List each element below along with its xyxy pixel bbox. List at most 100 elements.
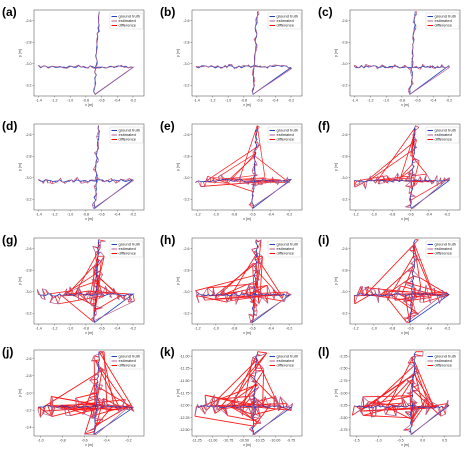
legend-entry: estimated — [435, 246, 452, 251]
x-tick-label: -0.8 — [389, 213, 395, 217]
y-tick-label: -2.6 — [183, 19, 189, 23]
difference-line — [226, 253, 258, 303]
ground-truth-series — [354, 239, 450, 324]
x-axis-label: x [m] — [85, 103, 93, 107]
y-tick-label: -3.75 — [339, 428, 347, 432]
difference-line — [214, 384, 256, 414]
legend-entry: difference — [119, 23, 137, 28]
difference-line — [102, 352, 115, 406]
difference-line — [240, 370, 264, 407]
x-tick-label: -0.5 — [397, 439, 403, 443]
x-tick-label: -10.75 — [223, 439, 233, 443]
x-tick-label: -0.4 — [272, 99, 278, 103]
difference-line — [414, 370, 424, 406]
difference-line — [229, 363, 260, 407]
panel-label: (b) — [160, 5, 175, 19]
y-tick-label: -3.0 — [25, 391, 31, 395]
x-tick-label: -1.0 — [375, 439, 381, 443]
y-axis-label: y [m] — [176, 49, 180, 57]
ground-truth-series — [196, 239, 292, 324]
x-axis-label: x [m] — [401, 103, 409, 107]
panel-label: (a) — [2, 5, 17, 19]
difference-line — [285, 403, 288, 407]
y-tick-label: -3.4 — [25, 426, 31, 430]
estimated-series — [195, 11, 293, 95]
y-axis-label: y [m] — [176, 389, 180, 397]
y-tick-label: -3.2 — [341, 198, 347, 202]
y-tick-label: -11.25 — [180, 367, 190, 371]
panel-l: (l) -1.5 -1.0 -0.5 0.0 0.5 -2.25 -2.50 -2.75 -3.0… — [318, 345, 461, 447]
x-tick-label: -0.8 — [241, 99, 247, 103]
panel-label: (h) — [160, 233, 175, 247]
y-tick-label: -2.6 — [341, 19, 347, 23]
y-tick-label: -2.25 — [339, 354, 347, 358]
x-tick-label: -9.75 — [287, 439, 295, 443]
y-tick-label: -11.50 — [180, 379, 190, 383]
difference-line — [61, 295, 94, 322]
difference-line — [401, 378, 414, 398]
difference-line — [253, 177, 281, 181]
estimated-series — [195, 126, 290, 208]
difference-line — [351, 405, 355, 416]
panel-h: (h) -1.2 -1.0 -0.8 -0.6 -0.4 -0.2 -2.6 -2.8 -3.0 -… — [160, 233, 303, 335]
estimated-series — [38, 11, 135, 95]
difference-line — [353, 180, 358, 186]
difference-line — [245, 293, 258, 306]
difference-line — [42, 370, 103, 408]
difference-line — [249, 204, 254, 206]
difference-line — [387, 356, 414, 408]
difference-line — [234, 179, 281, 182]
difference-line — [414, 362, 432, 403]
y-tick-label: -3.25 — [339, 404, 347, 408]
difference-line — [204, 294, 277, 301]
legend-entry: ground truth — [435, 242, 457, 247]
y-tick-label: -3.2 — [25, 312, 31, 316]
x-tick-label: -1.4 — [194, 99, 200, 103]
plot-area — [349, 9, 461, 97]
y-tick-label: -2.8 — [25, 374, 31, 378]
legend-box — [267, 12, 302, 30]
x-tick-label: -1.2 — [352, 327, 358, 331]
difference-line — [219, 352, 268, 408]
legend-entry: difference — [277, 363, 295, 368]
x-tick-label: -11.25 — [192, 439, 202, 443]
plot-area — [191, 237, 303, 325]
y-tick-label: -2.8 — [25, 155, 31, 159]
x-axis-label: x [m] — [243, 443, 251, 447]
panel-j: (j) -1.0 -0.8 -0.6 -0.4 -0.2 -2.6 -2.8 -3.0 -3.2 -… — [2, 345, 145, 447]
x-tick-label: -0.2 — [286, 213, 292, 217]
legend-box — [267, 240, 302, 258]
x-tick-label: -0.4 — [426, 327, 432, 331]
y-axis-label: y [m] — [176, 277, 180, 285]
difference-line — [240, 125, 258, 175]
x-tick-label: 0.0 — [420, 439, 425, 443]
difference-line — [89, 258, 98, 298]
difference-line — [132, 294, 135, 302]
x-tick-label: -0.2 — [446, 99, 452, 103]
y-tick-label: -2.6 — [183, 247, 189, 251]
x-tick-label: -0.4 — [114, 327, 120, 331]
difference-line — [410, 177, 450, 201]
y-tick-label: -3.0 — [25, 176, 31, 180]
estimated-series — [352, 351, 449, 435]
difference-line — [375, 128, 415, 184]
estimated-series — [37, 351, 135, 435]
x-tick-label: -0.6 — [256, 99, 262, 103]
y-axis-label: y [m] — [334, 163, 338, 171]
y-tick-label: -2.6 — [25, 357, 31, 361]
difference-line — [227, 415, 254, 421]
y-tick-label: -11.75 — [180, 391, 190, 395]
y-tick-label: -3.50 — [339, 416, 347, 420]
x-tick-label: -0.4 — [268, 213, 274, 217]
difference-line — [123, 295, 126, 301]
difference-line — [413, 158, 427, 175]
x-tick-label: -0.6 — [407, 213, 413, 217]
x-tick-label: -0.8 — [389, 327, 395, 331]
difference-line — [229, 405, 261, 424]
legend-entry: ground truth — [119, 354, 141, 359]
y-tick-label: -3.2 — [341, 312, 347, 316]
y-tick-label: -3.2 — [183, 312, 189, 316]
difference-line — [222, 284, 268, 296]
difference-line — [58, 295, 105, 305]
x-axis-label: x [m] — [243, 331, 251, 335]
